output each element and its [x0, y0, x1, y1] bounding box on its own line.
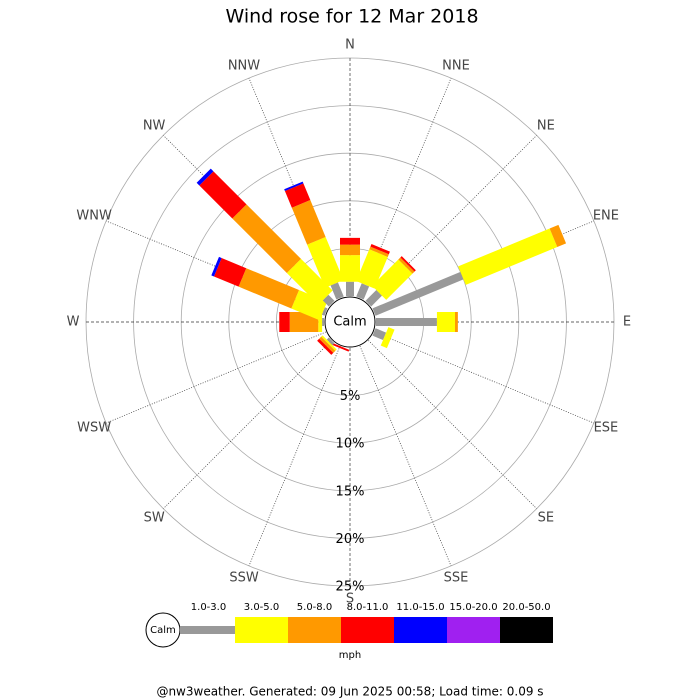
direction-label: ESE: [594, 421, 619, 436]
direction-label: SW: [144, 510, 165, 525]
ring-label: 10%: [336, 437, 365, 452]
bar-segment: [322, 294, 335, 307]
chart-title: Wind rose for 12 Mar 2018: [225, 6, 478, 28]
spoke: [248, 77, 341, 299]
bar-segment: [291, 200, 326, 245]
direction-label: N: [345, 38, 355, 53]
legend-calm-label: Calm: [150, 625, 176, 636]
legend-swatch: [500, 617, 553, 643]
direction-label: W: [67, 315, 80, 330]
direction-label: ENE: [593, 208, 619, 223]
bar-segment: [549, 224, 567, 247]
bar-segment: [317, 338, 334, 355]
direction-label: NW: [143, 119, 166, 134]
bar-segment: [400, 256, 416, 272]
bar-segment: [196, 168, 214, 186]
bar-segment: [284, 181, 304, 191]
bar-segment: [326, 337, 335, 346]
legend-swatch: [394, 617, 447, 643]
legend-swatch: [235, 617, 288, 643]
spoke: [373, 331, 595, 424]
footer: @nw3weather. Generated: 09 Jun 2025 00:5…: [156, 685, 543, 699]
bar-segment: [356, 249, 388, 289]
legend-swatch: [341, 617, 394, 643]
legend-label: 5.0-8.0: [297, 602, 332, 613]
direction-label: NNE: [442, 59, 470, 74]
ring-label: 20%: [336, 532, 365, 547]
direction-label: WNW: [76, 208, 112, 223]
spoke: [368, 135, 537, 304]
bar-segment: [307, 236, 344, 288]
direction-label: S: [346, 592, 354, 607]
bar-segment: [238, 268, 300, 309]
bar-segment: [286, 258, 333, 305]
bar-segment: [369, 246, 389, 257]
direction-label: NE: [537, 119, 555, 134]
spoke: [163, 340, 332, 509]
bar-segment: [372, 328, 387, 341]
legend: Calm mph 1.0-3.0 3.0-5.0 5.0-8.0 8.0-11.0 11…: [145, 602, 553, 661]
calm-label: Calm: [333, 315, 366, 330]
direction-label: NNW: [228, 59, 260, 74]
bar-segment: [284, 183, 311, 208]
ring-label: 15%: [336, 484, 365, 499]
bar-segment: [232, 204, 301, 273]
spoke: [248, 345, 341, 567]
bar-segment: [380, 327, 395, 349]
bar-segment: [356, 283, 370, 300]
bar-segment: [372, 271, 464, 316]
direction-label: WSW: [77, 421, 111, 436]
bar-segment: [321, 335, 337, 351]
ring-label: 25%: [336, 580, 365, 595]
ring-label: 5%: [340, 389, 361, 404]
legend-label: 3.0-5.0: [244, 602, 279, 613]
direction-label: SSE: [444, 570, 469, 585]
legend-label: 20.0-50.0: [502, 602, 550, 613]
bar-segment: [199, 171, 247, 219]
legend-label: 11.0-15.0: [396, 602, 444, 613]
legend-label: 1.0-3.0: [191, 602, 226, 613]
spoke: [163, 135, 332, 304]
legend-label: 15.0-20.0: [449, 602, 497, 613]
bar-segment: [291, 290, 328, 321]
direction-label: SE: [538, 510, 554, 525]
bar-segment: [372, 259, 413, 300]
direction-label: E: [623, 315, 631, 330]
legend-swatch: [447, 617, 500, 643]
legend-title: mph: [339, 650, 361, 661]
bar-segment: [458, 228, 558, 285]
spoke: [105, 220, 327, 313]
bar-segment: [365, 290, 382, 307]
bar-segment: [211, 256, 222, 277]
spoke: [359, 77, 452, 299]
bars: [196, 168, 567, 355]
bar-segment: [319, 336, 336, 353]
direction-label: SSW: [229, 570, 259, 585]
legend-label: 8.0-11.0: [347, 602, 389, 613]
calm-circle: [324, 296, 376, 348]
ring-labels: 5% 10% 15% 20% 25%: [336, 389, 365, 594]
bar-segment: [370, 244, 390, 255]
spoke: [359, 345, 452, 567]
bar-segment: [398, 257, 415, 274]
bar-segment: [321, 307, 328, 316]
bar-segment: [330, 282, 344, 300]
spoke: [368, 340, 537, 509]
bar-segment: [213, 258, 247, 287]
legend-swatch: [288, 617, 341, 643]
bar-segment: [330, 342, 350, 352]
spoke: [105, 331, 327, 424]
